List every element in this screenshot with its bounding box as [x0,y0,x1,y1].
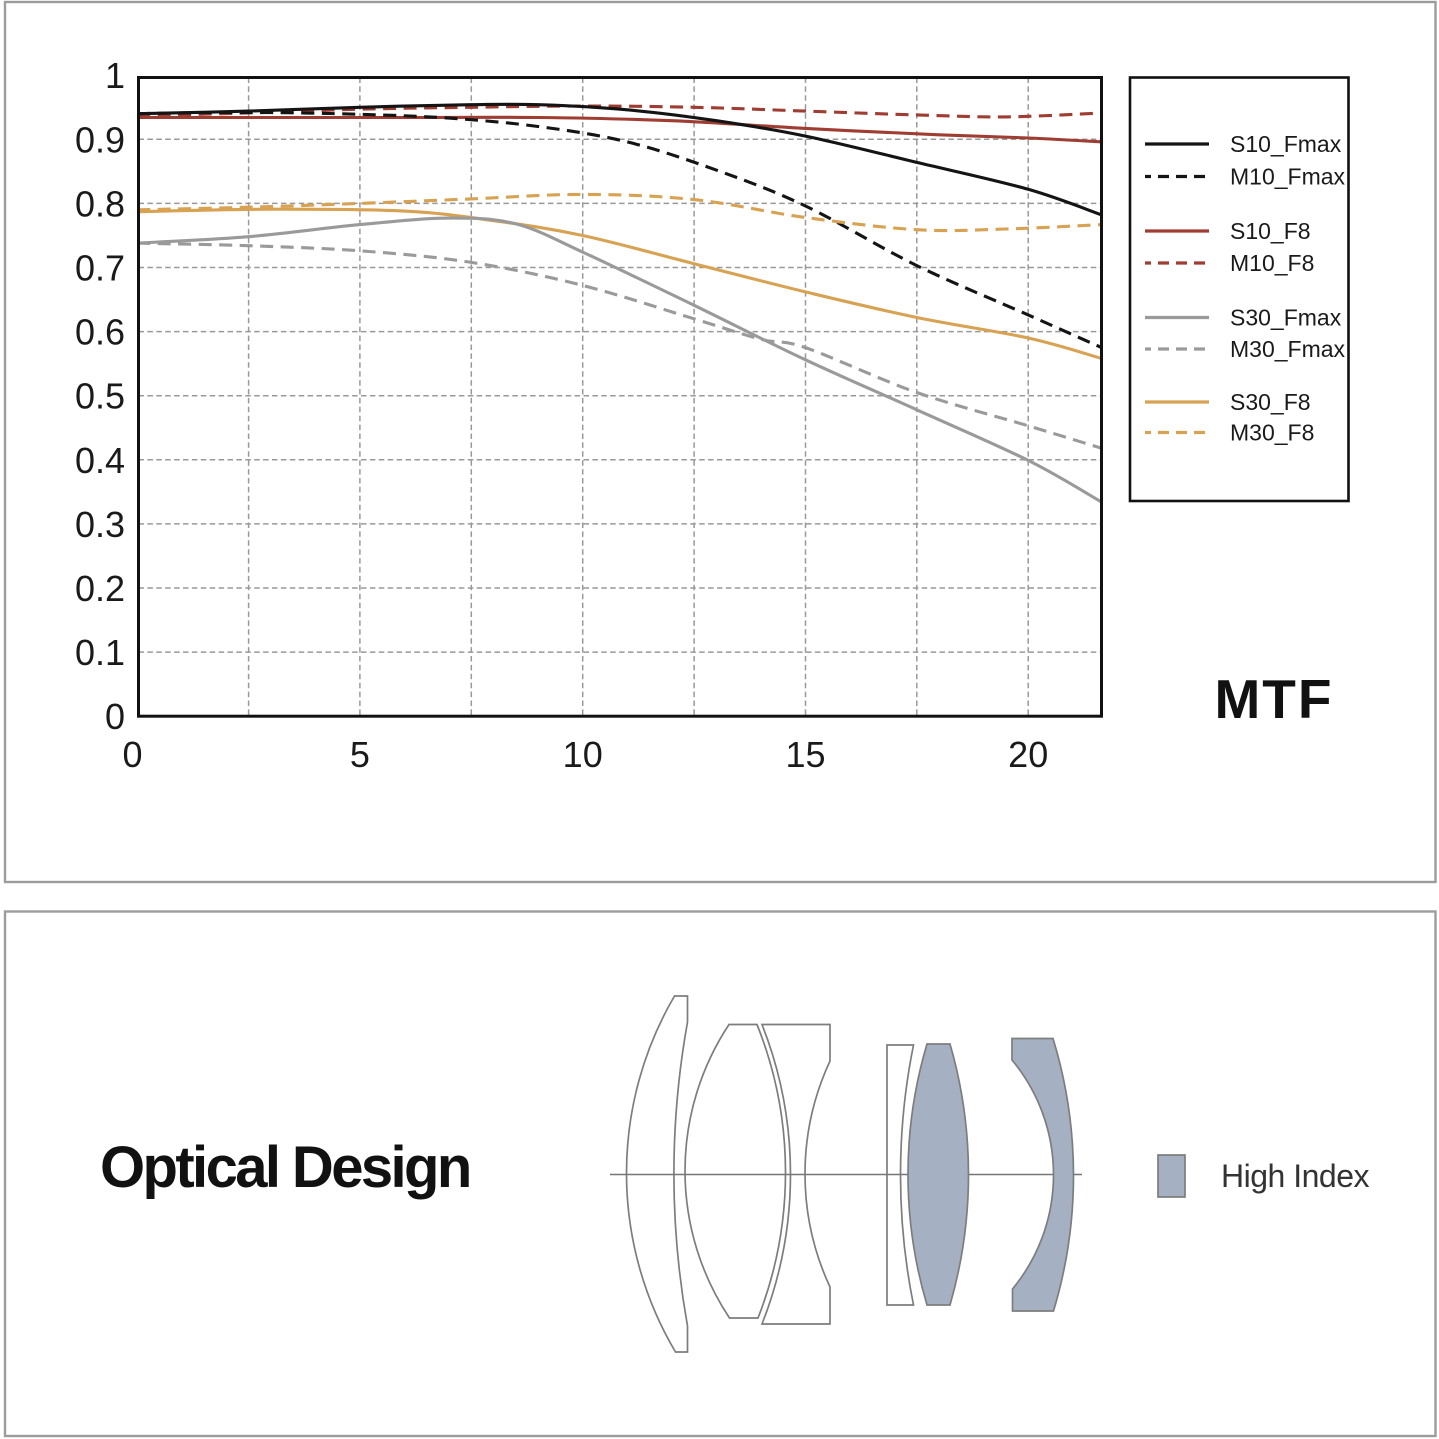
svg-text:1: 1 [105,55,125,96]
svg-text:Optical Design: Optical Design [100,1135,470,1200]
svg-text:M30_F8: M30_F8 [1230,420,1314,446]
svg-text:0.4: 0.4 [75,440,125,481]
svg-text:0.8: 0.8 [75,183,125,224]
svg-text:20: 20 [1008,734,1048,775]
svg-text:0.9: 0.9 [75,119,125,160]
svg-text:0.7: 0.7 [75,248,125,289]
svg-text:S10_Fmax: S10_Fmax [1230,131,1342,157]
svg-text:S30_Fmax: S30_Fmax [1230,305,1342,331]
svg-text:M10_F8: M10_F8 [1230,250,1314,276]
svg-text:0.3: 0.3 [75,504,125,545]
svg-text:0: 0 [105,696,125,737]
svg-text:5: 5 [350,734,370,775]
svg-text:0: 0 [122,734,142,775]
svg-text:S10_F8: S10_F8 [1230,218,1311,244]
svg-text:15: 15 [785,734,825,775]
svg-text:M10_Fmax: M10_Fmax [1230,164,1346,190]
svg-text:0.1: 0.1 [75,632,125,673]
svg-text:M30_Fmax: M30_Fmax [1230,336,1346,362]
svg-text:High Index: High Index [1221,1158,1369,1194]
svg-text:0.5: 0.5 [75,376,125,417]
svg-text:0.6: 0.6 [75,312,125,353]
svg-text:S30_F8: S30_F8 [1230,389,1311,415]
svg-text:10: 10 [563,734,603,775]
svg-text:MTF: MTF [1214,668,1333,730]
svg-text:0.2: 0.2 [75,568,125,609]
